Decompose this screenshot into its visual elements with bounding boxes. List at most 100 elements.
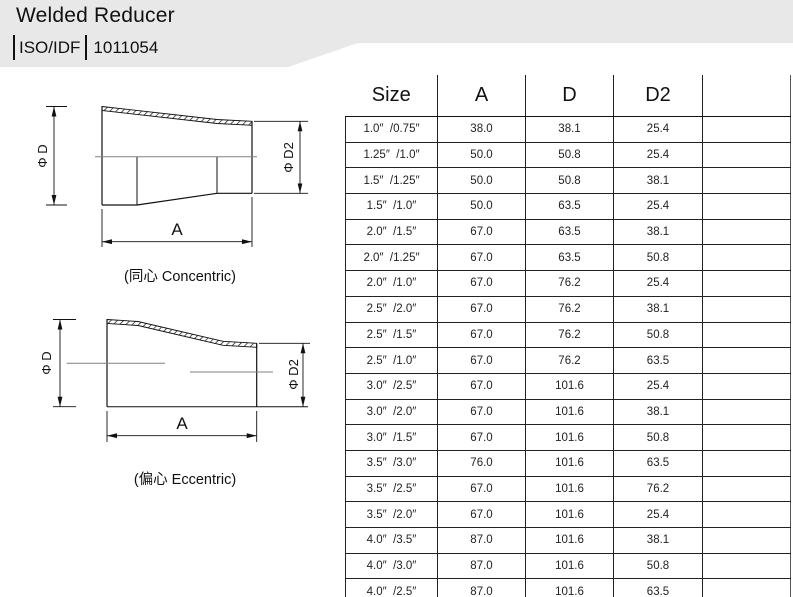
cell-a: 67.0 [437, 244, 526, 272]
centerline [66, 362, 273, 373]
cell-d: 63.5 [525, 193, 614, 220]
dimension-lines [46, 106, 308, 247]
column-header-Size: Size [345, 75, 438, 117]
cell-size: 3.0″ /2.5″ [345, 373, 438, 400]
cell-a: 67.0 [437, 219, 526, 246]
cell-a: 87.0 [437, 527, 526, 554]
cell-d: 101.6 [525, 399, 614, 426]
cell-d: 50.8 [525, 142, 614, 169]
table-row: 2.5″ /2.0″ 67.0 76.2 38.1 [345, 296, 791, 323]
cell-d: 101.6 [525, 578, 614, 597]
cell-empty [702, 142, 791, 169]
cell-size: 3.0″ /1.5″ [345, 424, 438, 451]
standard-value: 1011054 [93, 37, 159, 57]
reducer-body-outline [101, 106, 253, 206]
cell-d2: 25.4 [613, 193, 703, 220]
cell-empty [702, 296, 791, 323]
cell-d2: 63.5 [613, 578, 703, 597]
cell-a: 87.0 [437, 553, 526, 580]
cell-d: 76.2 [525, 322, 614, 349]
divider [85, 35, 88, 60]
diagram-caption: (同心 Concentric) [124, 268, 236, 285]
cell-d2: 38.1 [613, 399, 703, 426]
cell-a: 67.0 [437, 399, 526, 426]
cell-d: 101.6 [525, 527, 614, 554]
cell-d2: 76.2 [613, 476, 703, 503]
cell-size: 3.5″ /3.0″ [345, 450, 438, 477]
table-row: 3.0″ /1.5″ 67.0 101.6 50.8 [345, 424, 791, 451]
cell-d2: 25.4 [613, 142, 703, 169]
cell-size: 1.5″ /1.0″ [345, 193, 438, 220]
standard-label: ISO/IDF [19, 37, 81, 57]
cell-empty [702, 167, 791, 195]
weld-hatch-edge [101, 105, 253, 126]
table-row: 2.5″ /1.0″ 67.0 76.2 63.5 [345, 347, 791, 374]
cell-empty [702, 193, 791, 220]
cell-d: 38.1 [525, 116, 614, 143]
cell-empty [702, 527, 791, 554]
cell-d2: 50.8 [613, 424, 703, 451]
cell-d: 63.5 [525, 244, 614, 272]
cell-a: 67.0 [437, 373, 526, 400]
table-row: 2.5″ /1.5″ 67.0 76.2 50.8 [345, 322, 791, 349]
cell-d: 76.2 [525, 296, 614, 323]
table-row: 3.0″ /2.0″ 67.0 101.6 38.1 [345, 399, 791, 426]
dim-label-d: Φ D [39, 351, 54, 374]
cell-empty [702, 399, 791, 426]
cell-size: 4.0″ /3.0″ [345, 553, 438, 580]
table-row: 1.0″ /0.75″ 38.0 38.1 25.4 [345, 116, 791, 143]
cell-d: 101.6 [525, 424, 614, 451]
dim-label-d2: Φ D2 [281, 142, 296, 173]
table-row: 2.0″ /1.0″ 67.0 76.2 25.4 [345, 270, 791, 297]
cell-size: 2.0″ /1.25″ [345, 244, 438, 272]
cell-a: 67.0 [437, 347, 526, 374]
dim-label-a: A [176, 414, 188, 433]
concentric-diagram: Φ D Φ D2 A (同心 Concentric) [35, 105, 308, 285]
cell-empty [702, 450, 791, 477]
cell-d: 101.6 [525, 553, 614, 580]
cell-d: 101.6 [525, 476, 614, 503]
table-row: 3.5″ /2.5″ 67.0 101.6 76.2 [345, 476, 791, 503]
cell-size: 3.0″ /2.0″ [345, 399, 438, 426]
column-header-D: D [525, 75, 614, 117]
cell-d: 76.2 [525, 347, 614, 374]
eccentric-diagram: Φ D Φ D2 A (偏心 Eccentric) [39, 319, 310, 488]
cell-d2: 50.8 [613, 244, 703, 272]
cell-size: 2.0″ /1.0″ [345, 270, 438, 297]
cell-a: 50.0 [437, 193, 526, 220]
cell-size: 2.0″ /1.5″ [345, 219, 438, 246]
cell-empty [702, 244, 791, 272]
cell-a: 67.0 [437, 296, 526, 323]
cell-size: 1.0″ /0.75″ [345, 116, 438, 143]
cell-d2: 50.8 [613, 553, 703, 580]
cell-empty [702, 219, 791, 246]
cell-a: 38.0 [437, 116, 526, 143]
cell-size: 2.5″ /2.0″ [345, 296, 438, 323]
table-row: 4.0″ /3.5″ 87.0 101.6 38.1 [345, 527, 791, 554]
cell-empty [702, 424, 791, 451]
cell-d: 101.6 [525, 501, 614, 528]
table-row: 2.0″ /1.25″ 67.0 63.5 50.8 [345, 244, 791, 272]
cell-empty [702, 578, 791, 597]
table-row: 2.0″ /1.5″ 67.0 63.5 38.1 [345, 219, 791, 246]
cell-a: 67.0 [437, 424, 526, 451]
cell-a: 87.0 [437, 578, 526, 597]
cell-d2: 38.1 [613, 296, 703, 323]
cell-empty [702, 476, 791, 503]
cell-size: 4.0″ /2.5″ [345, 578, 438, 597]
cell-empty [702, 553, 791, 580]
cell-empty [702, 501, 791, 528]
cell-a: 76.0 [437, 450, 526, 477]
table-row: 4.0″ /3.0″ 87.0 101.6 50.8 [345, 553, 791, 580]
column-header-D2: D2 [613, 75, 703, 117]
table-header-row: Size A D D2 [345, 75, 791, 117]
table-row: 1.5″ /1.0″ 50.0 63.5 25.4 [345, 193, 791, 220]
table-row: 3.0″ /2.5″ 67.0 101.6 25.4 [345, 373, 791, 400]
cell-d2: 63.5 [613, 347, 703, 374]
column-header-A: A [437, 75, 526, 117]
cell-size: 2.5″ /1.5″ [345, 322, 438, 349]
cell-a: 67.0 [437, 322, 526, 349]
cell-a: 50.0 [437, 167, 526, 195]
cell-size: 2.5″ /1.0″ [345, 347, 438, 374]
